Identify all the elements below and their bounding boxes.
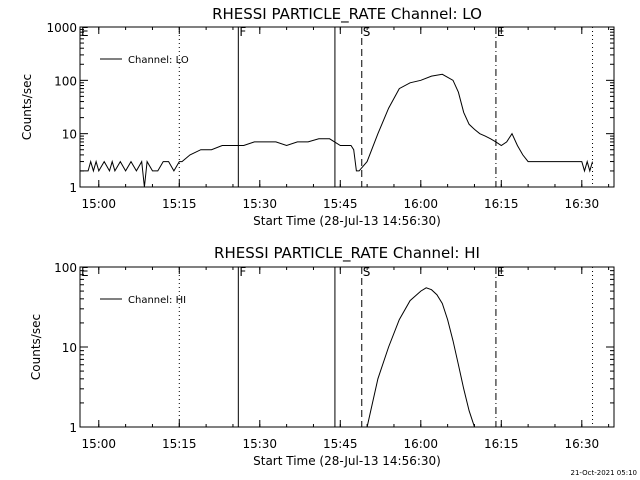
corner-label: E bbox=[81, 25, 89, 39]
x-tick-label: 15:00 bbox=[81, 197, 116, 211]
y-tick-label: 10 bbox=[62, 128, 77, 142]
plot-frame bbox=[79, 266, 615, 428]
event-marker-label: F bbox=[239, 265, 246, 279]
chart-title: RHESSI PARTICLE_RATE Channel: HI bbox=[214, 244, 480, 263]
event-marker-label: E bbox=[497, 25, 505, 39]
y-tick-label: 1 bbox=[69, 421, 77, 435]
event-marker-label: E bbox=[497, 265, 505, 279]
x-tick-label: 15:30 bbox=[242, 437, 277, 451]
chart-panel-1: RHESSI PARTICLE_RATE Channel: LO 15:00 15:… bbox=[20, 5, 615, 228]
x-tick-label: 16:30 bbox=[565, 197, 600, 211]
x-tick-label: 15:45 bbox=[323, 197, 358, 211]
x-tick-label: 15:30 bbox=[242, 197, 277, 211]
y-tick-label: 100 bbox=[54, 74, 77, 88]
event-marker-label: F bbox=[239, 25, 246, 39]
y-tick-label: 10 bbox=[62, 341, 77, 355]
series-line bbox=[80, 73, 593, 188]
timestamp-stamp: 21-Oct-2021 05:10 bbox=[571, 469, 637, 477]
x-tick-label: 16:00 bbox=[403, 437, 438, 451]
event-marker-label: S bbox=[363, 25, 371, 39]
x-tick-label: 15:45 bbox=[323, 437, 358, 451]
x-tick-label: 15:15 bbox=[162, 437, 197, 451]
x-axis-label: Start Time (28-Jul-13 14:56:30) bbox=[253, 454, 441, 468]
event-marker-label: S bbox=[363, 265, 371, 279]
chart-panel-2: RHESSI PARTICLE_RATE Channel: HI 15:00 15:… bbox=[29, 244, 615, 468]
x-tick-label: 15:15 bbox=[162, 197, 197, 211]
y-tick-label: 1 bbox=[69, 181, 77, 195]
x-tick-label: 16:30 bbox=[565, 437, 600, 451]
series-line bbox=[366, 287, 475, 428]
chart-title: RHESSI PARTICLE_RATE Channel: LO bbox=[212, 5, 482, 24]
x-tick-label: 15:00 bbox=[81, 437, 116, 451]
y-tick-label: 100 bbox=[54, 261, 77, 275]
x-tick-label: 16:15 bbox=[484, 437, 519, 451]
legend-label: Channel: HI bbox=[128, 295, 186, 306]
x-axis-label: Start Time (28-Jul-13 14:56:30) bbox=[253, 214, 441, 228]
corner-label: E bbox=[81, 265, 89, 279]
legend-label: Channel: LO bbox=[128, 55, 189, 66]
y-axis-label: Counts/sec bbox=[29, 314, 43, 380]
plot-frame bbox=[79, 26, 615, 188]
x-tick-label: 16:15 bbox=[484, 197, 519, 211]
y-axis-label: Counts/sec bbox=[20, 74, 34, 140]
y-tick-label: 1000 bbox=[46, 21, 77, 35]
x-tick-label: 16:00 bbox=[403, 197, 438, 211]
